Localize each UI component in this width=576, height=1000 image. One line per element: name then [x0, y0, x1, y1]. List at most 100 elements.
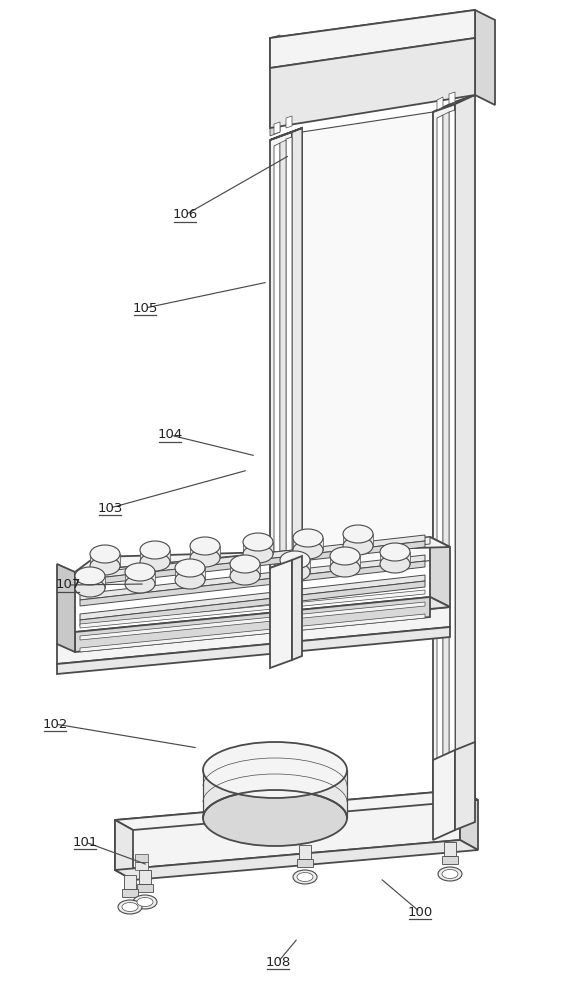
Polygon shape — [293, 538, 323, 550]
Polygon shape — [75, 597, 430, 652]
Polygon shape — [57, 627, 450, 674]
Polygon shape — [430, 537, 450, 607]
Polygon shape — [75, 576, 105, 588]
Polygon shape — [286, 116, 292, 128]
Ellipse shape — [343, 537, 373, 555]
Ellipse shape — [243, 545, 273, 563]
Text: 103: 103 — [97, 502, 123, 514]
Ellipse shape — [230, 555, 260, 573]
Polygon shape — [449, 110, 455, 820]
Polygon shape — [274, 122, 280, 134]
Polygon shape — [80, 581, 425, 626]
Polygon shape — [292, 128, 302, 560]
Ellipse shape — [380, 543, 410, 561]
Polygon shape — [115, 790, 460, 870]
Polygon shape — [297, 859, 313, 867]
Polygon shape — [80, 535, 425, 580]
Ellipse shape — [230, 567, 260, 585]
Polygon shape — [125, 572, 155, 584]
Polygon shape — [115, 840, 478, 880]
Polygon shape — [443, 112, 449, 820]
Polygon shape — [437, 97, 443, 110]
Ellipse shape — [380, 555, 410, 573]
Polygon shape — [270, 35, 280, 136]
Polygon shape — [343, 534, 373, 546]
Polygon shape — [75, 537, 430, 579]
Polygon shape — [135, 854, 148, 862]
Polygon shape — [90, 554, 120, 566]
Polygon shape — [270, 10, 475, 72]
Polygon shape — [433, 95, 475, 112]
Polygon shape — [455, 95, 475, 820]
Text: 101: 101 — [73, 836, 98, 848]
Polygon shape — [135, 862, 148, 870]
Polygon shape — [80, 561, 425, 606]
Polygon shape — [299, 845, 311, 859]
Polygon shape — [139, 870, 151, 884]
Polygon shape — [270, 560, 292, 668]
Ellipse shape — [297, 872, 313, 882]
Ellipse shape — [442, 869, 458, 879]
Ellipse shape — [118, 900, 142, 914]
Polygon shape — [190, 546, 220, 558]
Polygon shape — [292, 556, 302, 660]
Ellipse shape — [280, 563, 310, 581]
Polygon shape — [80, 541, 425, 586]
Polygon shape — [475, 10, 495, 105]
Polygon shape — [292, 128, 302, 582]
Text: 105: 105 — [132, 302, 158, 314]
Polygon shape — [175, 568, 205, 580]
Ellipse shape — [243, 533, 273, 551]
Text: 102: 102 — [42, 718, 68, 730]
Ellipse shape — [140, 553, 170, 571]
Polygon shape — [280, 560, 310, 572]
Polygon shape — [122, 889, 138, 897]
Ellipse shape — [330, 547, 360, 565]
Ellipse shape — [293, 870, 317, 884]
Polygon shape — [124, 875, 136, 889]
Polygon shape — [270, 128, 302, 140]
Ellipse shape — [343, 525, 373, 543]
Polygon shape — [380, 552, 410, 564]
Text: 104: 104 — [157, 428, 183, 442]
Text: 106: 106 — [172, 209, 198, 222]
Polygon shape — [302, 112, 433, 580]
Polygon shape — [280, 140, 286, 562]
Ellipse shape — [293, 529, 323, 547]
Ellipse shape — [90, 557, 120, 575]
Polygon shape — [115, 820, 133, 880]
Text: 108: 108 — [266, 956, 291, 968]
Ellipse shape — [203, 742, 347, 798]
Ellipse shape — [280, 551, 310, 569]
Polygon shape — [80, 555, 425, 600]
Ellipse shape — [133, 895, 157, 909]
Polygon shape — [75, 537, 450, 572]
Ellipse shape — [140, 541, 170, 559]
Polygon shape — [270, 132, 292, 568]
Polygon shape — [230, 564, 260, 576]
Ellipse shape — [330, 559, 360, 577]
Polygon shape — [115, 790, 478, 830]
Ellipse shape — [90, 545, 120, 563]
Polygon shape — [75, 597, 450, 642]
Ellipse shape — [175, 571, 205, 589]
Polygon shape — [437, 115, 443, 822]
Ellipse shape — [190, 537, 220, 555]
Polygon shape — [57, 564, 75, 652]
Polygon shape — [80, 602, 425, 640]
Polygon shape — [243, 542, 273, 554]
Polygon shape — [444, 842, 456, 856]
Polygon shape — [80, 614, 425, 652]
Polygon shape — [80, 575, 425, 620]
Ellipse shape — [137, 898, 153, 906]
Polygon shape — [270, 38, 475, 128]
Polygon shape — [455, 742, 475, 830]
Ellipse shape — [125, 575, 155, 593]
Polygon shape — [270, 10, 475, 68]
Ellipse shape — [293, 541, 323, 559]
Polygon shape — [433, 750, 455, 840]
Text: 100: 100 — [407, 906, 433, 918]
Polygon shape — [442, 856, 458, 864]
Polygon shape — [449, 92, 455, 104]
Polygon shape — [433, 102, 455, 830]
